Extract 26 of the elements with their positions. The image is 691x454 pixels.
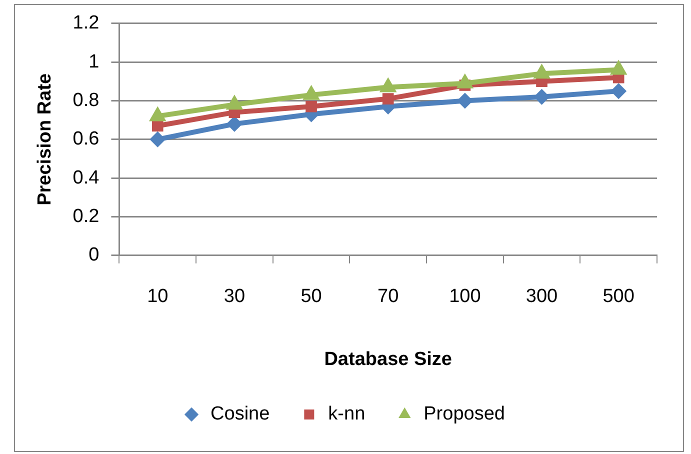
y-tick-label: 0.2 <box>72 206 100 227</box>
x-tick-label: 50 <box>300 286 322 308</box>
point <box>610 83 627 100</box>
point <box>306 100 317 112</box>
point <box>150 131 166 148</box>
legend-label: Cosine <box>210 404 270 425</box>
legend-label: k-nn <box>328 404 366 425</box>
x-axis-title: Database Size <box>324 348 452 370</box>
y-tick-label: 1 <box>88 51 100 72</box>
y-tick-label: 0.6 <box>72 128 100 150</box>
point <box>382 93 394 104</box>
y-axis-title: Precision Rate <box>34 73 56 206</box>
x-tick-label: 30 <box>224 286 246 308</box>
y-tick-label: 0.4 <box>72 167 100 188</box>
point <box>456 92 473 109</box>
x-tick-label: 100 <box>449 286 481 308</box>
x-tick-label: 500 <box>602 286 634 308</box>
x-tick-label: 10 <box>147 286 168 308</box>
x-tick-label: 70 <box>378 286 399 308</box>
y-tick-label: 1.2 <box>72 12 100 34</box>
y-tick-label: 0 <box>88 244 100 266</box>
y-tick-label: 0.8 <box>72 90 100 111</box>
point <box>534 88 550 105</box>
x-tick-label: 300 <box>526 286 558 308</box>
legend-label: Proposed <box>424 404 505 425</box>
point <box>152 120 164 132</box>
